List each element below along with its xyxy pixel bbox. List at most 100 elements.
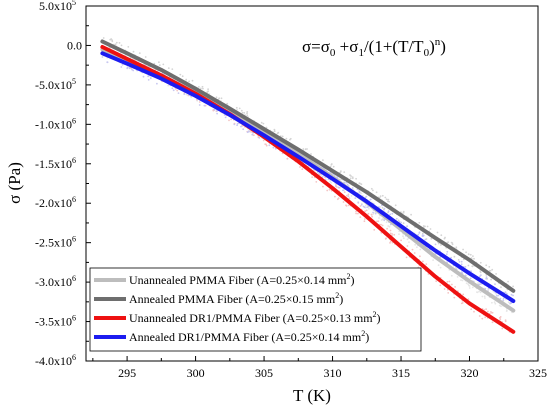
legend-label: Annealed DR1/PMMA Fiber (A=0.25×0.14 mm2…	[129, 329, 369, 344]
raw-data-point	[471, 265, 474, 268]
raw-data-point	[469, 253, 472, 256]
raw-data-point	[362, 205, 365, 208]
raw-data-point	[437, 242, 440, 245]
raw-data-point	[206, 91, 209, 94]
raw-data-point	[120, 44, 123, 47]
raw-data-point	[247, 130, 250, 133]
y-tick-label: -3.0x106	[35, 274, 76, 289]
raw-data-point	[385, 221, 388, 224]
legend-label: Unannealed PMMA Fiber (A=0.25×0.14 mm2)	[129, 272, 355, 287]
raw-data-point	[258, 137, 261, 139]
raw-data-point	[447, 241, 449, 244]
raw-data-point	[114, 43, 117, 46]
raw-data-point	[450, 256, 452, 259]
raw-data-point	[304, 148, 307, 151]
raw-data-point	[346, 183, 349, 186]
raw-data-point	[345, 181, 348, 184]
raw-data-point	[106, 61, 109, 63]
raw-data-point	[246, 111, 249, 113]
raw-data-point	[355, 177, 357, 180]
raw-data-point	[375, 191, 378, 194]
raw-data-point	[252, 134, 255, 137]
raw-data-point	[144, 56, 147, 58]
raw-data-point	[188, 80, 191, 83]
raw-data-point	[149, 77, 152, 80]
raw-data-point	[421, 232, 424, 235]
raw-data-point	[230, 118, 233, 121]
raw-data-point	[198, 86, 200, 88]
raw-data-point	[465, 251, 467, 254]
legend-label: Unannealed DR1/PMMA Fiber (A=0.25×0.13 m…	[129, 310, 381, 325]
raw-data-point	[364, 204, 367, 207]
raw-data-point	[493, 301, 496, 303]
raw-data-point	[286, 157, 289, 160]
y-axis: 5.0x105 0.0 -5.0x105 -1.0x106 -1.5x106 -2.0x1…	[35, 0, 91, 368]
raw-data-point	[388, 200, 390, 203]
raw-data-point	[198, 104, 201, 106]
raw-data-point	[342, 201, 345, 203]
raw-data-point	[167, 67, 170, 69]
raw-data-point	[468, 284, 470, 287]
raw-data-point	[422, 260, 424, 263]
raw-data-point	[236, 122, 239, 125]
series-line-4	[100, 51, 516, 303]
raw-data-point	[200, 87, 202, 90]
raw-data-point	[332, 165, 335, 168]
y-tick-label: 0.0	[67, 38, 82, 52]
raw-data-point	[414, 243, 417, 246]
raw-data-point	[242, 128, 245, 131]
raw-data-point	[238, 107, 241, 110]
raw-data-point	[171, 87, 174, 90]
raw-data-point	[215, 96, 218, 99]
raw-data-point	[357, 201, 360, 204]
raw-data-point	[265, 144, 268, 147]
raw-data-point	[498, 316, 501, 319]
raw-data-point	[372, 211, 374, 214]
raw-data-point	[156, 82, 158, 85]
raw-data-point	[464, 274, 467, 277]
raw-data-point	[460, 260, 463, 263]
raw-data-point	[349, 177, 352, 180]
raw-data-point	[499, 297, 502, 300]
raw-data-point	[440, 244, 442, 246]
raw-data-point	[439, 284, 442, 287]
raw-data-point	[389, 242, 391, 244]
raw-data-point	[196, 98, 198, 101]
raw-data-point	[177, 92, 180, 94]
raw-data-point	[387, 210, 390, 213]
raw-data-point	[450, 274, 453, 277]
raw-data-point	[489, 269, 492, 272]
raw-data-point	[201, 85, 204, 88]
raw-data-point	[472, 255, 474, 257]
x-tick-label: 305	[255, 366, 273, 380]
raw-data-point	[281, 135, 284, 138]
raw-data-point	[377, 220, 380, 223]
raw-data-point	[467, 264, 470, 267]
raw-data-point	[367, 212, 370, 215]
raw-data-point	[147, 79, 150, 81]
x-tick-label: 320	[461, 366, 479, 380]
raw-data-point	[198, 101, 201, 103]
raw-data-point	[402, 211, 405, 214]
raw-data-point	[121, 63, 124, 66]
raw-data-point	[389, 240, 392, 243]
raw-data-point	[445, 253, 448, 256]
legend: Unannealed PMMA Fiber (A=0.25×0.14 mm2) A…	[89, 267, 422, 352]
raw-data-point	[138, 52, 141, 54]
raw-data-point	[315, 181, 318, 183]
raw-data-point	[494, 283, 496, 285]
raw-data-point	[233, 123, 236, 126]
raw-data-point	[320, 174, 322, 177]
raw-data-point	[272, 146, 275, 149]
raw-data-point	[111, 39, 113, 42]
raw-data-point	[285, 137, 288, 140]
raw-data-point	[370, 213, 373, 216]
raw-data-point	[467, 253, 470, 256]
raw-data-point	[185, 78, 188, 81]
raw-data-point	[462, 293, 465, 296]
raw-data-point	[485, 264, 488, 267]
y-tick-label: -3.5x106	[35, 314, 76, 329]
raw-data-point	[386, 227, 388, 230]
raw-data-point	[360, 192, 363, 195]
